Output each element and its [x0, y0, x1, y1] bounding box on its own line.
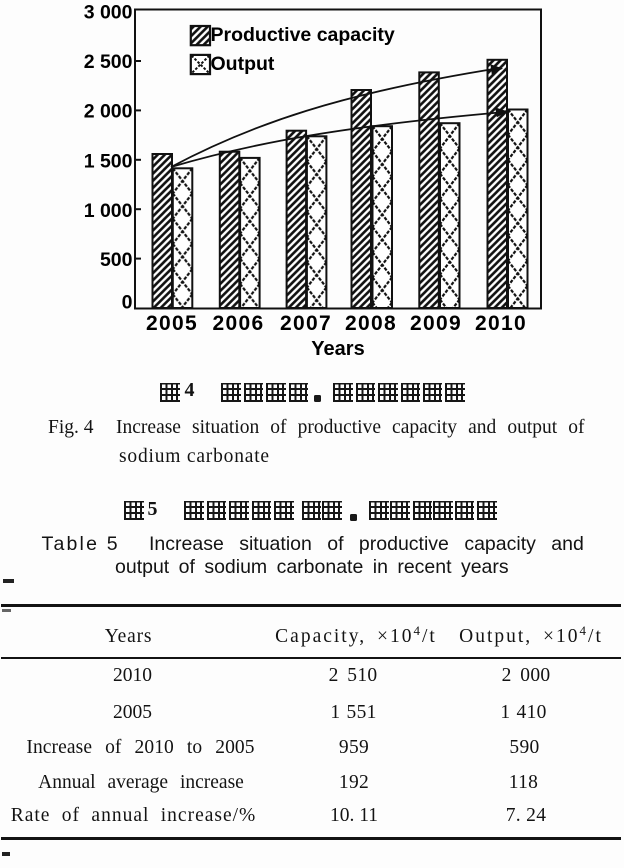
svg-text:1 000: 1 000 [84, 200, 133, 222]
svg-text:2 000: 2 000 [84, 100, 133, 122]
svg-text:500: 500 [100, 249, 133, 271]
svg-text:2005: 2005 [146, 312, 198, 335]
svg-text:0: 0 [122, 292, 133, 314]
svg-text:Productive capacity: Productive capacity [211, 24, 395, 46]
svg-text:2 500: 2 500 [84, 51, 133, 73]
svg-text:2009: 2009 [410, 312, 462, 335]
svg-text:1 500: 1 500 [84, 151, 133, 173]
svg-text:2008: 2008 [345, 312, 397, 335]
svg-text:2007: 2007 [280, 312, 332, 335]
svg-text:Output: Output [211, 53, 275, 75]
svg-text:2006: 2006 [213, 312, 265, 335]
svg-text:3 000: 3 000 [84, 2, 133, 24]
svg-text:2010: 2010 [475, 312, 527, 335]
svg-text:Years: Years [311, 338, 364, 360]
